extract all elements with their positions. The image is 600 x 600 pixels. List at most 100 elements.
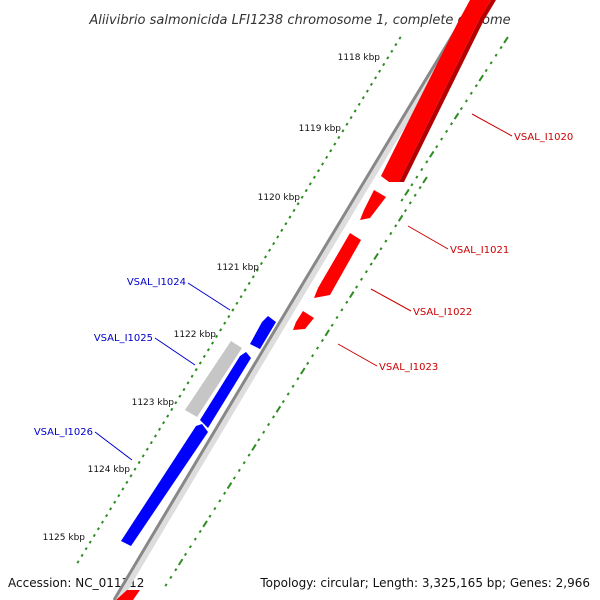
scale-tick-8 [365, 89, 369, 93]
inner-tick-24 [306, 361, 310, 366]
inner-tick-3 [408, 201, 412, 205]
scale-tick-12 [349, 115, 353, 120]
kbp-label-1124: 1124 kbp [88, 465, 131, 475]
scale-tick-37 [247, 281, 251, 286]
scale-tick-56 [170, 407, 174, 412]
scale-tick-31 [272, 241, 276, 246]
inner-tick-26 [296, 377, 300, 381]
scale-tick-30 [276, 235, 280, 239]
gene-arrow-vsal-i1024[interactable] [250, 316, 276, 349]
scale-tick-26 [292, 208, 296, 213]
callout-vsal-i1025 [154, 337, 196, 366]
scale-tick-62 [145, 447, 149, 451]
outer-tick-2 [494, 53, 498, 57]
gene-label-vsal-i1025[interactable]: VSAL_I1025 [94, 333, 153, 344]
inner-tick-47 [193, 537, 197, 541]
scale-tick-1 [394, 42, 398, 47]
inner-tick-41 [223, 491, 227, 495]
backbone-line [112, 0, 476, 600]
scale-tick-46 [210, 341, 215, 345]
scale-tick-68 [121, 487, 125, 491]
inner-tick-50 [177, 558, 184, 566]
gene-arrow-vsal-i1025[interactable] [200, 352, 251, 428]
inner-tick-14 [355, 285, 359, 289]
callout-vsal-i1021 [407, 225, 449, 250]
scale-tick-73 [100, 520, 104, 524]
gene-arrow-vsal-i1026[interactable] [121, 424, 208, 546]
scale-tick-50 [194, 367, 198, 372]
inner-tick-43 [213, 506, 217, 511]
scale-tick-21 [312, 175, 316, 179]
outer-tick-18 [415, 175, 419, 179]
gene-arrow-vsal-i1020[interactable] [381, 0, 491, 182]
outer-tick-9 [459, 106, 463, 111]
scale-tick-49 [198, 361, 202, 365]
inner-tick-2 [413, 193, 417, 197]
scale-tick-6 [374, 76, 378, 80]
inner-tick-8 [384, 239, 388, 243]
outer-tick-19 [410, 183, 414, 187]
inner-tick-33 [262, 430, 266, 434]
gene-arrow-vsal-i1021[interactable] [360, 190, 386, 220]
outer-tick-11 [449, 122, 454, 126]
outer-tick-4 [484, 68, 488, 73]
scale-tick-77 [84, 547, 88, 551]
gene-label-vsal-i1022[interactable]: VSAL_I1022 [413, 307, 472, 318]
inner-tick-10 [373, 252, 379, 260]
scale-tick-52 [186, 381, 190, 385]
inner-tick-42 [218, 499, 222, 503]
scale-tick-15 [337, 135, 341, 140]
gene-label-vsal-i1020[interactable]: VSAL_I1020 [514, 132, 573, 143]
outer-tick-ring [400, 36, 509, 202]
inner-tick-7 [389, 231, 393, 236]
outer-tick-20 [404, 188, 410, 196]
inner-tick-22 [315, 346, 320, 350]
inner-tick-5 [397, 214, 404, 222]
gene-label-vsal-i1026[interactable]: VSAL_I1026 [34, 427, 93, 438]
gene-arrow-vsal-i1022[interactable] [314, 233, 361, 298]
map-title: Aliivibrio salmonicida LFI1238 chromosom… [88, 13, 510, 28]
scale-tick-57 [166, 414, 170, 418]
gene-arrow-grey[interactable] [185, 341, 242, 417]
scale-tick-48 [202, 354, 206, 359]
inner-tick-21 [320, 338, 324, 343]
scale-tick-39 [239, 295, 243, 299]
scale-tick-38 [243, 288, 247, 292]
kbp-label-1119: 1119 kbp [299, 124, 342, 134]
scale-tick-44 [219, 328, 223, 332]
scale-tick-54 [178, 394, 182, 398]
gene-arrow-vsal-i1023[interactable] [293, 311, 314, 330]
scale-tick-70 [113, 500, 117, 504]
scale-tick-3 [386, 56, 390, 60]
scale-tick-47 [206, 348, 210, 352]
scale-tick-41 [231, 308, 235, 312]
scale-tick-35 [255, 268, 259, 272]
scale-tick-45 [215, 334, 219, 339]
scale-tick-69 [117, 494, 121, 498]
inner-tick-30 [275, 405, 282, 413]
gene-label-vsal-i1024[interactable]: VSAL_I1024 [127, 277, 186, 288]
inner-tick-40 [226, 482, 233, 490]
scale-tick-64 [137, 460, 141, 465]
inner-tick-12 [364, 270, 368, 274]
gene-label-vsal-i1023[interactable]: VSAL_I1023 [379, 362, 438, 373]
gene-arrow-bottom[interactable] [116, 590, 140, 600]
inner-tick-53 [164, 583, 168, 587]
scale-tick-60 [153, 434, 157, 438]
inner-tick-15 [348, 291, 355, 299]
gene-shadow-vsal-i1020 [399, 0, 496, 182]
inner-tick-44 [208, 514, 212, 518]
scale-tick-24 [300, 195, 304, 199]
kbp-label-1120: 1120 kbp [258, 193, 301, 203]
scale-tick-22 [308, 182, 312, 186]
scale-tick-9 [361, 96, 365, 100]
gene-label-vsal-i1021[interactable]: VSAL_I1021 [450, 245, 509, 256]
outer-tick-6 [474, 84, 478, 88]
inner-tick-45 [202, 520, 208, 528]
scale-tick-55 [174, 401, 178, 405]
outer-tick-13 [440, 137, 444, 141]
scale-tick-28 [284, 222, 288, 226]
inner-tick-11 [369, 262, 373, 266]
callout-vsal-i1024 [187, 282, 231, 311]
